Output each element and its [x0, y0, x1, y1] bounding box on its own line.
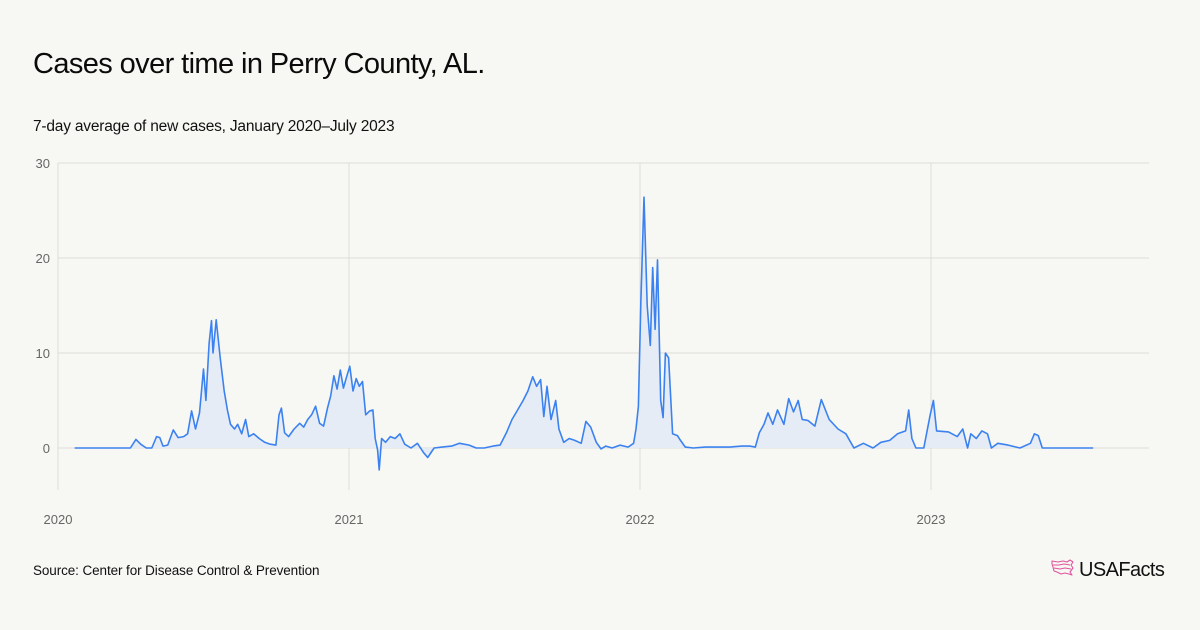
- cases-line: [74, 196, 1094, 471]
- source-note: Source: Center for Disease Control & Pre…: [33, 563, 320, 578]
- y-tick-label: 20: [36, 251, 50, 266]
- x-tick-label: 2022: [626, 512, 655, 527]
- chart-title: Cases over time in Perry County, AL.: [33, 48, 485, 80]
- x-tick-label: 2021: [335, 512, 364, 527]
- logo-text: USAFacts: [1079, 559, 1165, 581]
- usafacts-logo[interactable]: USAFacts: [1051, 559, 1165, 582]
- x-axis-labels: 2020 2021 2022 2023: [44, 512, 946, 527]
- y-axis-labels: 0 10 20 30: [36, 156, 50, 456]
- chart-subtitle: 7-day average of new cases, January 2020…: [33, 118, 395, 135]
- x-tick-label: 2020: [44, 512, 73, 527]
- usa-map-icon: [1051, 559, 1075, 582]
- x-tick-label: 2023: [917, 512, 946, 527]
- y-tick-label: 10: [36, 346, 50, 361]
- y-tick-label: 0: [43, 441, 50, 456]
- y-tick-label: 30: [36, 156, 50, 171]
